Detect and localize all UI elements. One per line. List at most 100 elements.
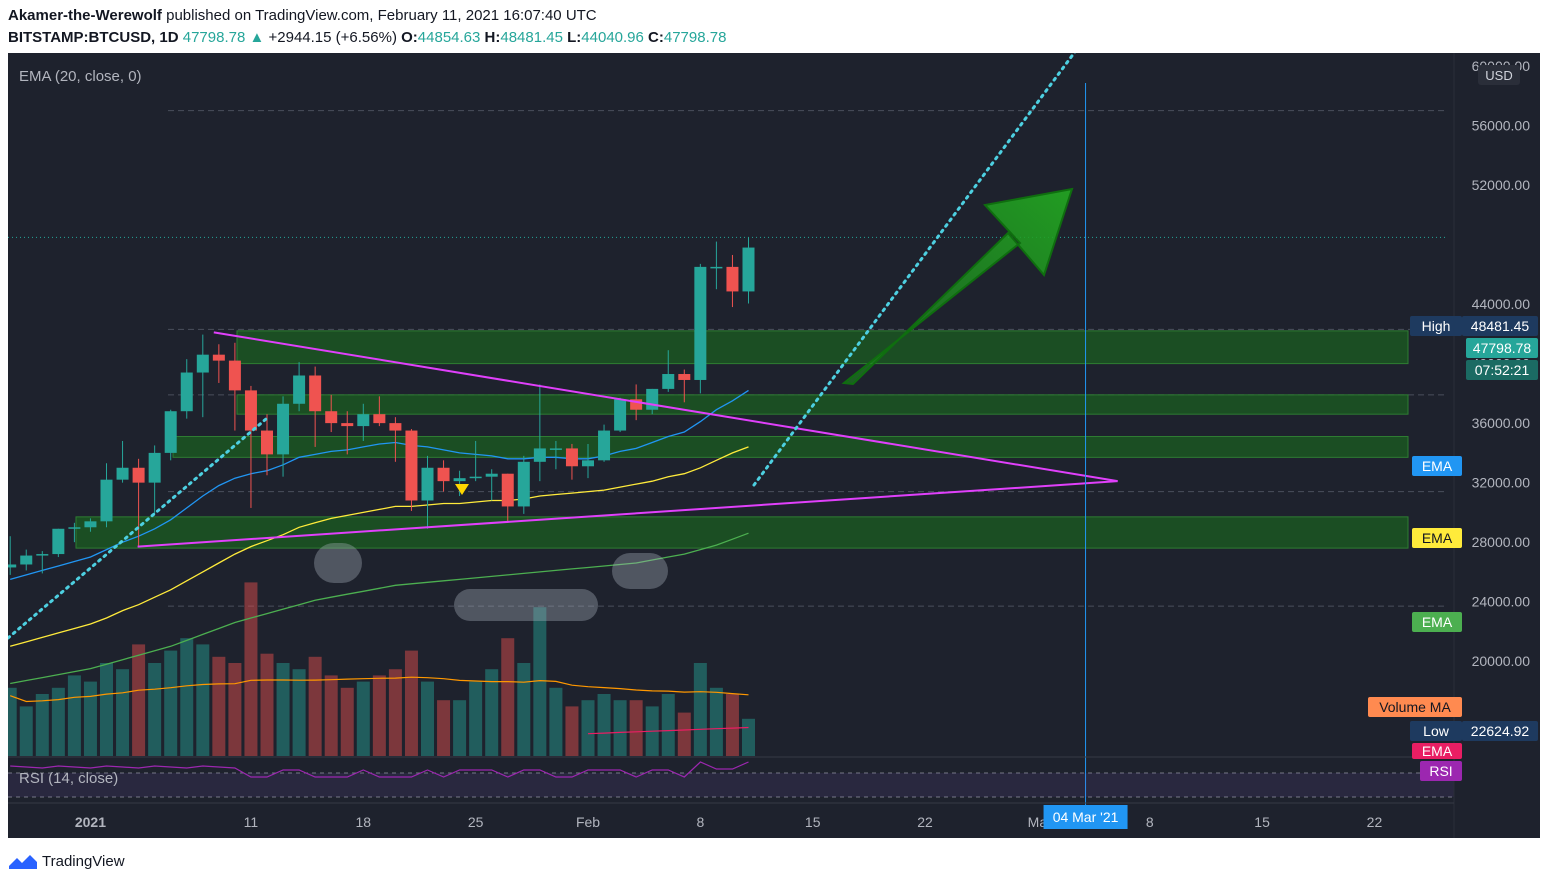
candle xyxy=(565,448,578,467)
author-name[interactable]: Akamer-the-Werewolf xyxy=(8,7,162,24)
support-resistance-zones xyxy=(75,330,1409,549)
triangle-upper-line xyxy=(213,331,1118,483)
candle xyxy=(68,527,81,529)
candle xyxy=(421,467,434,501)
candle xyxy=(357,414,370,427)
volume-bar xyxy=(501,638,515,756)
high-tag-label: High xyxy=(1422,318,1451,334)
last-price-label: 47798.78 xyxy=(1473,340,1532,356)
time-tick: Feb xyxy=(576,814,600,830)
candle xyxy=(20,555,33,565)
rsi-label: RSI xyxy=(1429,763,1452,779)
candle xyxy=(261,430,273,455)
volume-ma-label: Volume MA xyxy=(1379,699,1451,715)
time-tick: 22 xyxy=(1367,814,1383,830)
candle xyxy=(630,399,643,410)
volume-bar xyxy=(51,687,65,756)
candle xyxy=(405,430,418,501)
volume-bar xyxy=(292,669,306,756)
ema-green-label: EMA xyxy=(1422,614,1453,630)
volume-bar xyxy=(725,694,739,756)
candle xyxy=(116,467,129,480)
volume-bar xyxy=(276,663,290,756)
low-value-label-box xyxy=(1462,721,1538,741)
candle xyxy=(533,448,546,462)
target-arrow-icon xyxy=(841,187,1074,386)
highlight-ellipse xyxy=(454,589,598,621)
time-tick: Ma xyxy=(1028,814,1048,830)
rsi-legend[interactable]: RSI (14, close) xyxy=(19,770,118,787)
candle xyxy=(293,375,306,404)
volume-bar xyxy=(19,706,33,756)
volume-bar xyxy=(116,669,130,756)
publish-info: Akamer-the-Werewolf published on Trading… xyxy=(8,7,597,24)
volume-bar xyxy=(164,650,178,756)
price-change: +2944.15 (+6.56%) xyxy=(268,29,397,46)
time-tick: 15 xyxy=(805,814,821,830)
low-value: 44040.96 xyxy=(581,29,644,46)
high-value: 48481.45 xyxy=(500,29,563,46)
volume-bars xyxy=(8,582,755,756)
ema-green-label-box xyxy=(1412,612,1462,632)
volume-bar xyxy=(196,644,210,756)
close-value: 47798.78 xyxy=(663,29,727,46)
time-tick: 25 xyxy=(468,814,484,830)
candle xyxy=(646,388,659,410)
volume-bar xyxy=(244,582,258,756)
candle xyxy=(277,403,290,455)
volume-bar xyxy=(388,669,402,756)
high-label: H: xyxy=(484,29,501,46)
up-arrow-icon: ▲ xyxy=(249,29,265,46)
volume-bar xyxy=(485,669,499,756)
high-tag-label-box xyxy=(1410,316,1462,336)
volume-bar xyxy=(308,656,322,756)
price-tick: 44000.00 xyxy=(1472,296,1531,312)
volume-bar xyxy=(709,687,723,756)
volume-bar xyxy=(100,663,113,756)
last-price-label-box xyxy=(1466,338,1538,358)
candle xyxy=(742,247,755,292)
footer: TradingView xyxy=(8,852,125,870)
time-tick: 22 xyxy=(917,814,933,830)
candle xyxy=(325,411,338,424)
candle xyxy=(132,467,145,483)
volume-bar xyxy=(180,638,194,756)
volume-bar xyxy=(613,700,627,756)
chart-frame[interactable]: 64000.0060000.0056000.0052000.0044000.00… xyxy=(8,53,1540,838)
candle xyxy=(710,266,723,269)
ema-legend[interactable]: EMA (20, close, 0) xyxy=(19,68,142,85)
volume-bar xyxy=(549,687,563,756)
volume-bar xyxy=(565,706,579,756)
candle xyxy=(517,461,530,507)
candle xyxy=(662,374,675,389)
candle xyxy=(164,411,177,453)
rsi-background xyxy=(8,773,1454,797)
last-price: 47798.78 xyxy=(182,29,246,46)
cursor-date-box xyxy=(1043,805,1128,829)
volume-bar xyxy=(212,656,226,756)
rsi-pane xyxy=(8,761,1454,798)
price-tick: 32000.00 xyxy=(1472,475,1531,491)
countdown-label-box xyxy=(1466,360,1538,380)
candle xyxy=(549,448,562,450)
candle xyxy=(373,414,386,424)
moving-averages xyxy=(9,389,749,735)
candle xyxy=(614,399,627,431)
volume-bar xyxy=(677,712,691,756)
volume-bar xyxy=(581,700,595,756)
currency-box xyxy=(1478,65,1520,85)
ema-green-line xyxy=(10,532,749,685)
low-tag-label: Low xyxy=(1423,723,1450,739)
volume-bar xyxy=(597,694,611,756)
brand-name[interactable]: TradingView xyxy=(42,852,125,870)
high-value-label: 48481.45 xyxy=(1471,318,1530,334)
candle xyxy=(36,554,49,556)
volume-bar xyxy=(67,675,81,756)
price-chart[interactable]: 64000.0060000.0056000.0052000.0044000.00… xyxy=(8,53,1540,838)
candle xyxy=(148,452,161,483)
highlight-ellipse xyxy=(314,543,362,583)
candle xyxy=(437,467,450,482)
volume-bar xyxy=(372,675,386,756)
open-value: 44854.63 xyxy=(417,29,481,46)
volume-ma-label-box xyxy=(1368,697,1462,717)
